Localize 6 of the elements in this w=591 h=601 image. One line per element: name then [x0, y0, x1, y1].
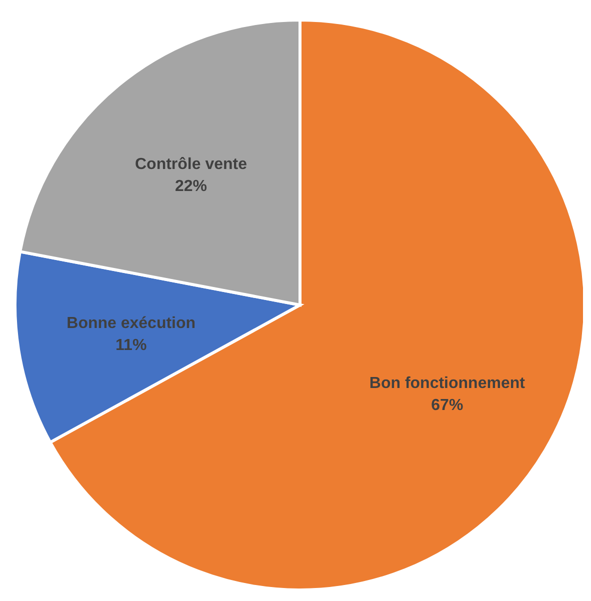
data-label: 22%	[174, 178, 208, 196]
slice-label: Bonne exécution	[66, 314, 196, 332]
slice-label: Contrôle vente	[134, 156, 248, 174]
data-label: 67%	[431, 397, 464, 414]
slice-label: Bon fonctionnement	[369, 375, 526, 392]
data-label: 11%	[116, 336, 147, 354]
